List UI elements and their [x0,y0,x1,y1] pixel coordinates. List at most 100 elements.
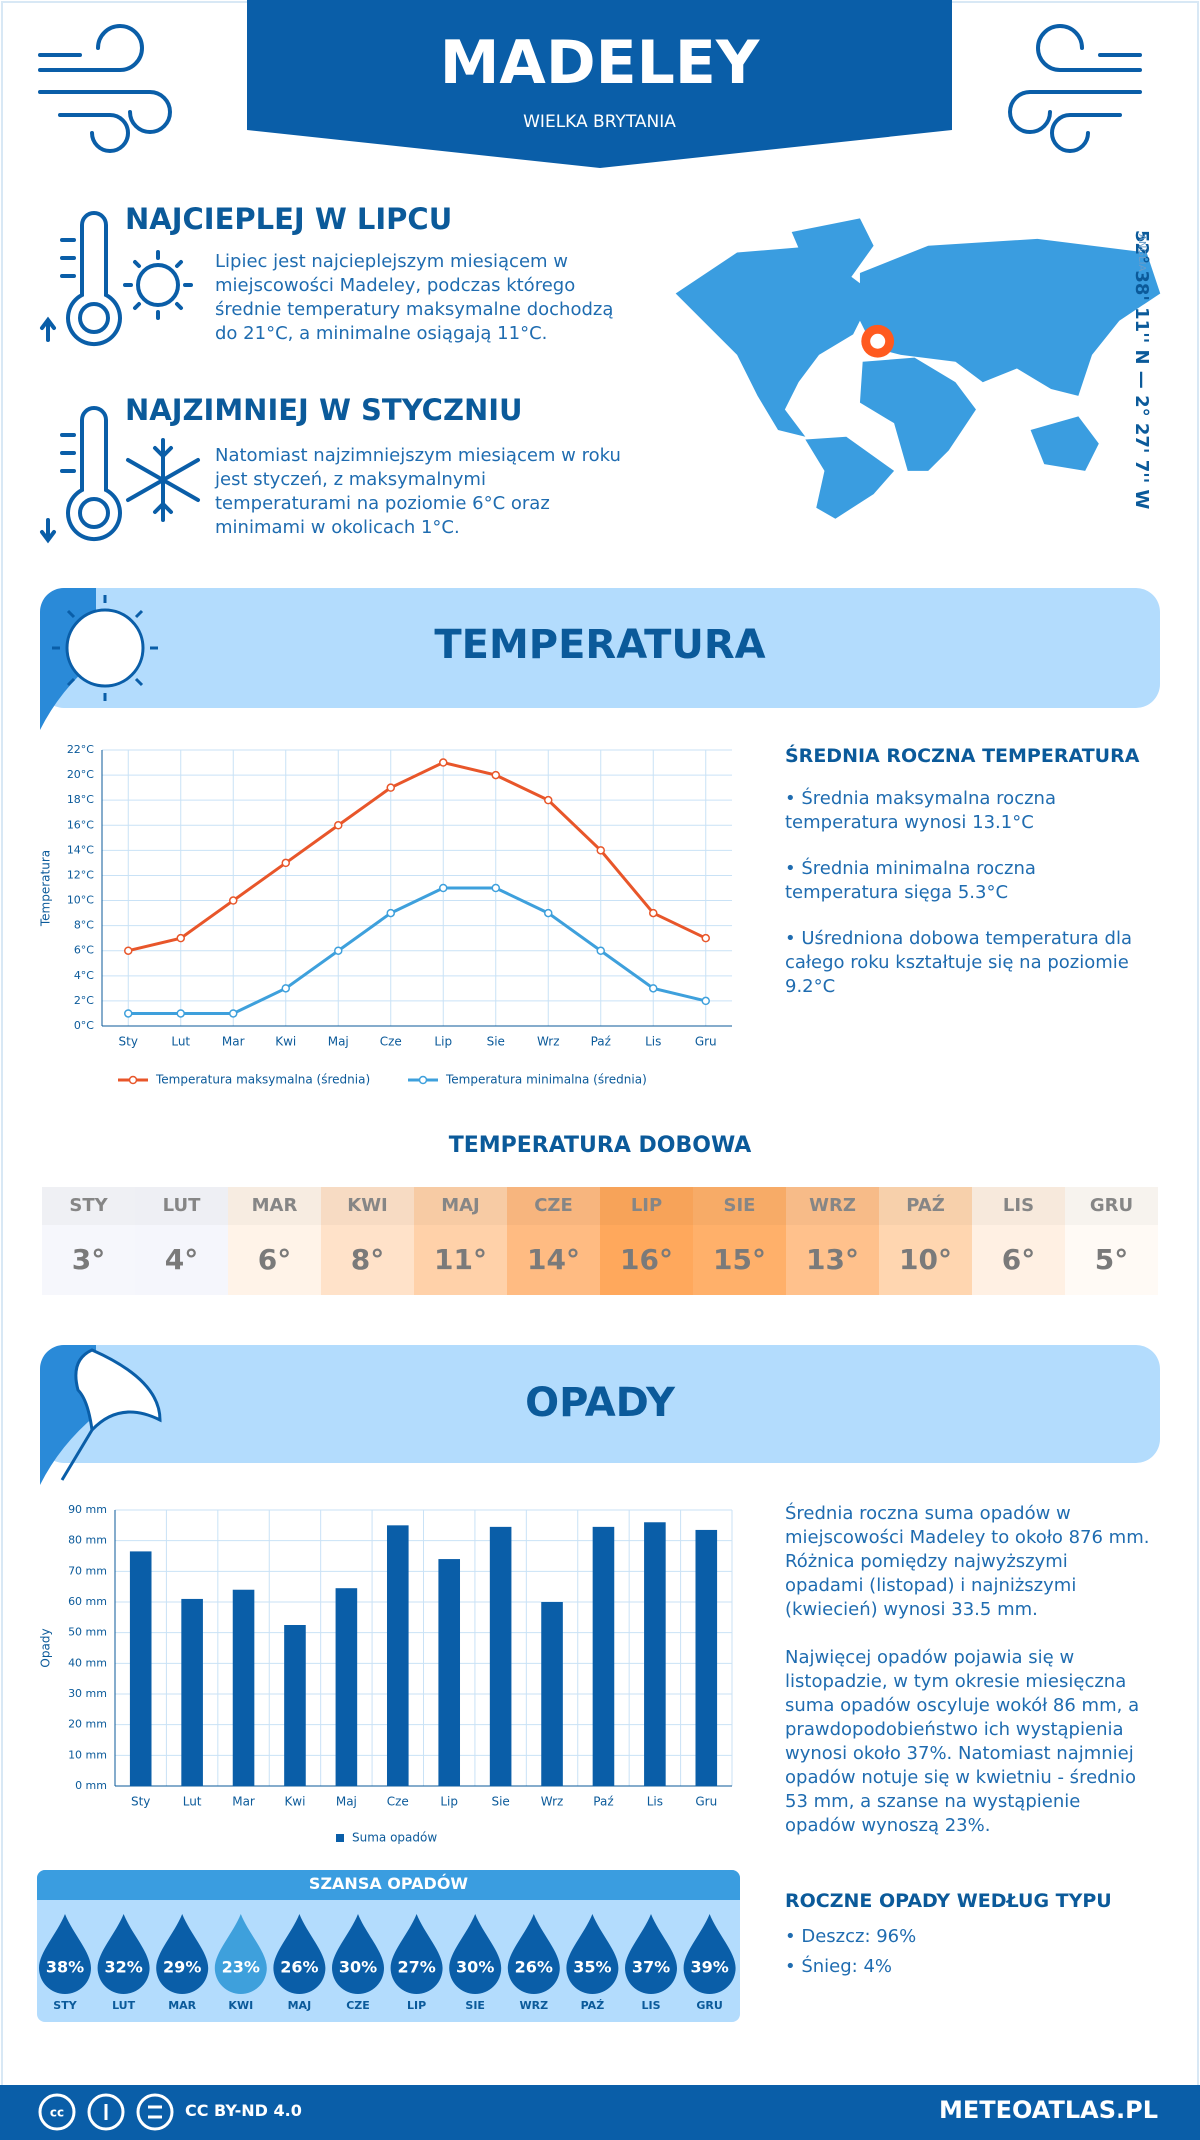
x-tick-label: Mar [222,1035,245,1049]
y-tick-label: 30 mm [68,1687,107,1700]
y-tick-label: 20 mm [68,1718,107,1731]
bar [592,1526,615,1786]
month-header: LIS [972,1187,1065,1225]
y-tick-label: 70 mm [68,1564,107,1577]
month-header: WRZ [786,1187,879,1225]
point [701,933,710,943]
chance-value: 30% [339,1958,377,1977]
point [124,946,133,955]
subtitle: WIELKA BRYTANIA [523,112,676,132]
legend-swatch [336,1834,344,1842]
chance-month: LIS [641,1999,660,2012]
point [229,896,238,905]
point [649,984,658,993]
header-banner [247,0,952,168]
month-temperature: 6° [228,1225,321,1295]
month-header: MAR [228,1187,321,1225]
chance-value: 26% [515,1958,553,1977]
coldest-text: Natomiast najzimniejszym miesiącem w rok… [215,445,621,538]
chance-value: 30% [456,1958,494,1977]
x-tick-label: Lip [434,1035,452,1049]
drop [390,1914,443,1994]
paragraph: Najwięcej opadów pojawia się w listopadz… [785,1647,1140,1836]
chance-title: SZANSA OPADÓW [308,1874,469,1893]
drop [97,1914,150,1994]
legend-swatch [128,1075,138,1085]
chance-month: PAŹ [581,1999,605,2012]
x-tick-label: Wrz [541,1795,564,1809]
drop [625,1914,677,1994]
chance-month: GRU [696,1999,722,2012]
license-icons [38,2093,174,2131]
series-line [128,886,707,1015]
point [649,908,658,918]
point [281,858,290,868]
bar [386,1525,409,1786]
point [386,783,395,792]
month-temperature: 10° [879,1225,972,1295]
bar [129,1551,152,1786]
month-temperature: 5° [1065,1225,1158,1295]
bar [181,1598,203,1786]
x-tick-label: Sie [487,1035,505,1049]
month-header: CZE [507,1187,600,1225]
drop [566,1914,619,1994]
chance-month: MAR [168,1999,196,2012]
chance-value: 32% [104,1958,142,1977]
temperature-summary: ŚREDNIA ROCZNA TEMPERATURA • Średnia mak… [785,745,1155,1021]
chance-month: LIP [407,1999,426,2012]
coldest-title: NAJZIMNIEJ W STYCZNIU [125,393,523,427]
y-tick-label: 50 mm [68,1626,107,1639]
y-tick-label: 16°C [67,818,94,831]
y-axis-label: Opady [39,1628,53,1667]
daily-title: TEMPERATURA DOBOWA [448,1133,752,1158]
chance-month: KWI [228,1999,253,2012]
x-tick-label: Lut [171,1035,190,1049]
x-tick-label: Lis [647,1795,663,1809]
y-tick-label: 8°C [74,919,94,932]
coordinates: 52° 38' 11'' N — 2° 27' 7'' W [1131,230,1152,510]
chance-box [37,1870,740,2022]
bar [438,1559,461,1786]
type-item: • Deszcz: 96% [785,1926,917,1947]
bar [284,1625,306,1786]
drop [683,1914,736,1994]
chance-month: MAJ [288,1999,312,2012]
x-tick-label: Maj [336,1795,357,1809]
x-tick-label: Lis [645,1035,661,1049]
temperature-chart: Temperatura 0°C 2°C 4°C 6°C 8°C 10°C 12°C 14°C 16… [39,743,732,1087]
chance-value: 29% [163,1958,201,1977]
cc-glyph: cc [50,2106,64,2120]
chance-value: 35% [573,1958,611,1977]
bar [695,1529,718,1786]
point [544,795,553,805]
x-tick-label: Maj [328,1035,349,1049]
month-temperature: 16° [600,1225,693,1295]
point [176,933,185,943]
point [491,770,500,780]
drop [332,1914,384,1994]
chance-value: 23% [222,1958,260,1977]
drop [449,1914,502,1994]
y-tick-label: 10°C [67,894,94,907]
chance-value: 26% [280,1958,318,1977]
month-header: LUT [135,1187,228,1225]
drop [39,1914,91,1994]
y-tick-label: 90 mm [68,1503,107,1516]
drop [507,1914,560,1994]
type-item: • Śnieg: 4% [785,1956,893,1977]
point [491,883,500,893]
x-tick-label: Sie [491,1795,509,1809]
point [439,758,448,767]
wind-icon-left [38,24,172,153]
month-temperature: 3° [42,1225,135,1295]
x-tick-label: Sty [131,1795,150,1809]
y-tick-label: 12°C [67,868,94,881]
precipitation-band [40,1345,1160,1463]
chance-drops: 38% STY 32% LUT 29% MAR 23% KWI 26% MAJ 30% CZE 27% L… [39,1914,736,2012]
legend-swatch [418,1075,428,1085]
chance-month: WRZ [520,1999,549,2012]
point [544,908,553,918]
